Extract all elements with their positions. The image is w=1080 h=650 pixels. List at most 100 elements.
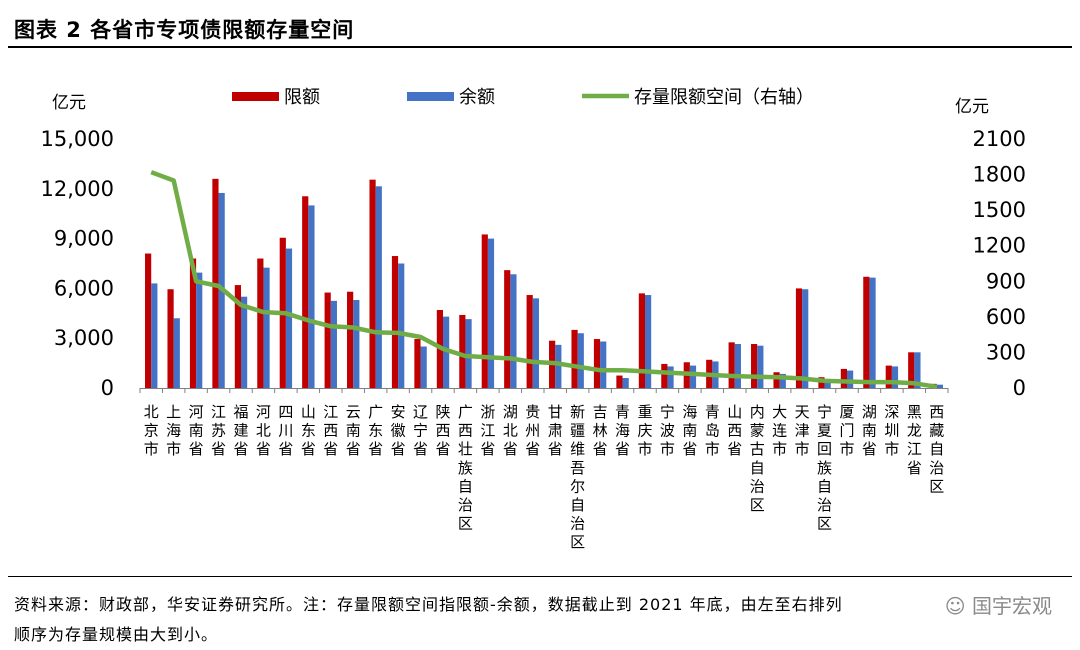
right-axis-tick-label: 300 bbox=[986, 340, 1026, 364]
x-axis-category-label: 天津市 bbox=[795, 403, 810, 458]
x-axis-category-label: 厦门市 bbox=[839, 403, 854, 458]
x-axis-category-label: 贵州省 bbox=[525, 403, 540, 458]
bar-limit bbox=[885, 365, 892, 388]
bar-balance bbox=[757, 345, 764, 388]
bar-limit bbox=[189, 258, 197, 388]
right-axis-tick-label: 600 bbox=[986, 305, 1026, 329]
x-axis-category-label: 江苏省 bbox=[211, 403, 226, 458]
bar-balance bbox=[510, 274, 517, 388]
bar-limit bbox=[167, 289, 174, 388]
x-axis-category-label: 海南省 bbox=[682, 403, 697, 458]
x-axis-category-label: 深圳市 bbox=[884, 403, 899, 458]
x-axis-category-label: 陕西省 bbox=[435, 403, 450, 458]
figure-title: 图表 2 各省市专项债限额存量空间 bbox=[14, 18, 355, 42]
x-axis-category-label: 上海市 bbox=[166, 403, 181, 458]
bar-balance bbox=[802, 289, 809, 388]
x-axis-category-label: 西藏自治区 bbox=[929, 403, 944, 495]
chart-area: 0 3,000 6,000 9,000 12,000 15,000 亿元 0 300 600 900… bbox=[41, 87, 1026, 551]
right-axis-tick-label: 1200 bbox=[973, 234, 1026, 258]
bar-balance bbox=[577, 333, 584, 388]
watermark: ☺ 国宇宏观 bbox=[944, 594, 1052, 618]
bar-limit bbox=[526, 295, 533, 388]
x-axis-category-label: 北京市 bbox=[144, 403, 159, 458]
x-axis-category-label: 广西壮族自治区 bbox=[458, 403, 473, 533]
bar-balance bbox=[173, 318, 180, 388]
left-axis-unit: 亿元 bbox=[52, 93, 86, 113]
right-axis-tick-label: 1500 bbox=[973, 198, 1026, 222]
bar-balance bbox=[353, 300, 360, 388]
bar-balance bbox=[487, 238, 495, 388]
bar-balance bbox=[151, 283, 158, 388]
bar-limit bbox=[324, 292, 331, 388]
bar-limit bbox=[145, 253, 152, 388]
bar-limit bbox=[302, 196, 309, 388]
bar-balance bbox=[847, 370, 854, 388]
bar-balance bbox=[645, 295, 652, 388]
bar-limit bbox=[459, 314, 466, 388]
source-rule bbox=[8, 576, 1072, 577]
bar-balance bbox=[241, 296, 248, 388]
bar-limit bbox=[481, 234, 488, 388]
x-axis-category-label: 新疆维吾尔自治区 bbox=[570, 403, 585, 551]
x-axis-category-label: 吉林省 bbox=[593, 403, 608, 458]
bar-limit bbox=[504, 270, 511, 388]
bar-limit bbox=[840, 368, 847, 388]
bar-balance bbox=[375, 186, 382, 388]
bar-balance bbox=[667, 366, 674, 388]
bar-balance bbox=[443, 316, 450, 388]
bar-balance bbox=[824, 378, 831, 388]
bar-limit bbox=[616, 375, 623, 388]
right-axis-tick-label: 1800 bbox=[973, 163, 1026, 187]
bar-balance bbox=[532, 298, 539, 388]
left-axis-tick-label: 6,000 bbox=[54, 276, 114, 300]
right-axis-tick-label: 900 bbox=[986, 269, 1026, 293]
bar-balance bbox=[285, 248, 293, 388]
bar-limit bbox=[773, 372, 780, 388]
legend-label: 余额 bbox=[459, 87, 495, 108]
x-axis-category-label: 江西省 bbox=[323, 403, 338, 458]
x-axis-category-label: 湖南省 bbox=[862, 403, 877, 458]
bar-balance bbox=[308, 205, 315, 388]
source-note-line2: 顺序为存量规模由大到小。 bbox=[14, 625, 219, 644]
bar-balance bbox=[420, 346, 427, 388]
x-axis-category-label: 广东省 bbox=[368, 403, 383, 458]
legend-swatch bbox=[407, 92, 454, 101]
bar-balance bbox=[734, 344, 741, 388]
right-axis-tick-label: 0 bbox=[1013, 376, 1026, 400]
source-note: 资料来源：财政部，华安证券研究所。注：存量限额空间指限额-余额，数据截止到 20… bbox=[14, 590, 1064, 650]
x-axis-category-label: 福建省 bbox=[233, 403, 248, 458]
x-axis-category-label: 河北省 bbox=[256, 403, 271, 458]
x-axis-category-label: 青岛市 bbox=[705, 403, 720, 458]
x-axis-category-label: 甘肃省 bbox=[548, 403, 563, 458]
bar-limit bbox=[863, 276, 870, 388]
x-axis-category-label: 青海省 bbox=[615, 403, 630, 458]
bar-balance bbox=[330, 300, 337, 388]
left-axis-tick-label: 15,000 bbox=[41, 127, 114, 151]
x-axis-category-label: 重庆市 bbox=[637, 403, 652, 458]
bar-balance bbox=[936, 384, 943, 388]
right-axis-tick-label: 2100 bbox=[973, 127, 1026, 151]
bar-balance bbox=[398, 263, 405, 388]
bar-balance bbox=[465, 319, 472, 388]
title-rule bbox=[8, 46, 1072, 48]
x-axis-category-label: 湖北省 bbox=[503, 403, 518, 458]
x-axis-category-label: 宁波市 bbox=[660, 403, 675, 458]
bar-limit bbox=[593, 339, 601, 388]
left-axis-tick-label: 9,000 bbox=[54, 227, 114, 251]
bar-balance bbox=[622, 378, 629, 388]
bar-limit bbox=[638, 293, 645, 388]
x-axis-category-label: 山东省 bbox=[301, 403, 316, 458]
bar-limit bbox=[234, 285, 241, 388]
x-axis-category-label: 浙江省 bbox=[480, 403, 495, 458]
x-axis-category-label: 宁夏回族自治区 bbox=[817, 403, 832, 533]
bar-balance bbox=[914, 352, 921, 388]
x-axis-category-label: 辽宁省 bbox=[413, 403, 428, 458]
bar-balance bbox=[196, 272, 203, 388]
bar-limit bbox=[728, 342, 735, 388]
x-axis-category-label: 山西省 bbox=[727, 403, 742, 458]
x-axis-category-label: 安徽省 bbox=[391, 403, 406, 458]
x-axis-category-label: 河南省 bbox=[189, 403, 204, 458]
bar-limit bbox=[661, 363, 668, 388]
x-axis-category-label: 大连市 bbox=[772, 403, 787, 458]
x-axis-category-label: 云南省 bbox=[346, 403, 361, 458]
